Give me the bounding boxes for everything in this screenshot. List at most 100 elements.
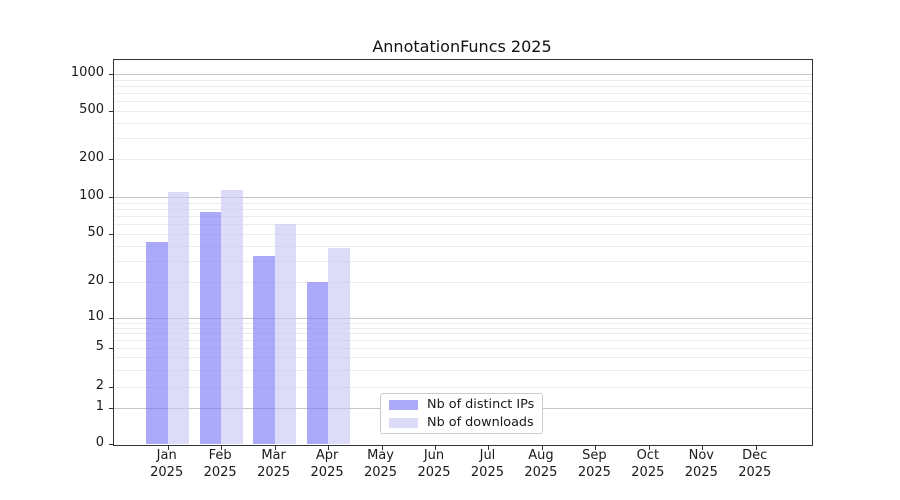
x-tick-label-line: Jun xyxy=(423,448,445,463)
y-tick-mark xyxy=(109,408,113,409)
x-tick-label: Nov 2025 xyxy=(669,448,733,481)
gridline-minor xyxy=(114,387,812,388)
y-tick-label: 2 xyxy=(95,378,104,393)
y-tick-label: 10 xyxy=(87,309,104,324)
gridline-minor xyxy=(114,340,812,342)
gridline-major xyxy=(114,197,812,198)
x-tick-label-line: Jan xyxy=(156,448,177,463)
x-tick-label: Jul 2025 xyxy=(455,448,519,481)
gridline-minor xyxy=(114,122,812,124)
x-tick-label-line: 2025 xyxy=(310,464,344,480)
x-tick-mark xyxy=(755,446,757,450)
x-tick-label-line: 2025 xyxy=(203,464,237,480)
gridline-minor xyxy=(114,260,812,262)
y-tick-mark xyxy=(109,444,113,445)
x-tick-label-line: May xyxy=(367,448,394,463)
gridline-minor xyxy=(114,234,812,235)
gridline-minor xyxy=(114,216,812,218)
y-tick-label: 100 xyxy=(79,188,104,203)
x-tick-label-line: Jul xyxy=(479,448,496,463)
gridline-minor xyxy=(114,348,812,349)
x-tick-label-line: Oct xyxy=(636,448,660,463)
bar-downloads-feb-2025 xyxy=(221,190,243,444)
x-tick-mark xyxy=(381,446,383,450)
gridline-minor xyxy=(114,357,812,359)
x-tick-mark xyxy=(702,446,704,450)
x-tick-label-line: 2025 xyxy=(738,464,772,480)
gridline-minor xyxy=(114,202,812,204)
gridline-major xyxy=(114,318,812,319)
x-tick-label: Dec 2025 xyxy=(723,448,787,481)
legend-swatch xyxy=(389,399,418,410)
bar-distinct-ips-mar-2025 xyxy=(253,255,275,444)
gridline-minor xyxy=(114,93,812,95)
y-tick-label: 1000 xyxy=(70,65,104,80)
x-tick-mark xyxy=(221,446,223,450)
gridline-minor xyxy=(114,282,812,283)
x-tick-label-line: 2025 xyxy=(577,464,611,480)
gridline-major xyxy=(114,74,812,75)
bar-downloads-apr-2025 xyxy=(328,248,350,444)
x-tick-label-line: 2025 xyxy=(524,464,558,480)
gridline-minor xyxy=(114,159,812,160)
x-tick-label-line: Sep xyxy=(582,448,607,463)
y-tick-mark xyxy=(109,318,113,319)
x-tick-label: Aug 2025 xyxy=(509,448,573,481)
x-tick-mark xyxy=(488,446,490,450)
legend-swatch xyxy=(389,417,418,428)
gridline-minor xyxy=(114,245,812,247)
y-tick-mark xyxy=(109,387,113,388)
x-tick-mark xyxy=(328,446,330,450)
gridline-minor xyxy=(114,333,812,335)
bar-distinct-ips-feb-2025 xyxy=(199,212,222,444)
x-tick-mark xyxy=(648,446,650,450)
bar-downloads-jan-2025 xyxy=(167,192,190,444)
y-tick-mark xyxy=(109,348,113,349)
x-tick-label: Apr 2025 xyxy=(295,448,359,481)
y-tick-label: 0 xyxy=(95,435,104,450)
x-tick-label-line: Mar xyxy=(261,448,286,463)
x-tick-label-line: 2025 xyxy=(257,464,291,480)
gridline-minor xyxy=(114,111,812,112)
y-tick-label: 5 xyxy=(95,339,104,354)
gridline-minor xyxy=(114,208,812,210)
y-tick-mark xyxy=(109,282,113,283)
x-tick-label: Feb 2025 xyxy=(188,448,252,481)
y-tick-label: 20 xyxy=(87,273,104,288)
legend: Nb of distinct IPs Nb of downloads xyxy=(380,393,543,434)
y-tick-label: 1 xyxy=(95,399,104,414)
x-tick-label: Jun 2025 xyxy=(402,448,466,481)
y-tick-label: 500 xyxy=(79,102,104,117)
y-tick-mark xyxy=(109,197,113,198)
x-tick-mark xyxy=(435,446,436,450)
gridline-minor xyxy=(114,369,812,371)
x-tick-mark xyxy=(167,446,169,450)
gridline-minor xyxy=(114,85,812,87)
x-tick-label: Jan 2025 xyxy=(135,448,199,481)
legend-entry: Nb of distinct IPs xyxy=(389,397,542,412)
x-tick-mark xyxy=(274,446,276,450)
y-tick-mark xyxy=(109,234,113,235)
x-tick-label-line: 2025 xyxy=(684,464,718,480)
x-tick-label: Mar 2025 xyxy=(242,448,306,481)
x-tick-label-line: 2025 xyxy=(363,464,398,480)
gridline-minor xyxy=(114,322,812,324)
y-tick-mark xyxy=(109,159,113,160)
legend-label: Nb of distinct IPs xyxy=(427,397,535,412)
x-tick-label-line: Dec xyxy=(742,448,768,463)
x-tick-mark xyxy=(541,446,543,450)
x-tick-label-line: 2025 xyxy=(631,464,665,480)
x-tick-label-line: 2025 xyxy=(417,464,451,480)
y-tick-mark xyxy=(109,74,113,75)
x-tick-label-line: Aug xyxy=(528,448,554,463)
x-tick-label: Oct 2025 xyxy=(616,448,680,481)
x-tick-label-line: Feb xyxy=(208,448,232,463)
x-tick-label-line: 2025 xyxy=(150,464,184,480)
x-tick-mark xyxy=(595,446,597,450)
plot-area xyxy=(109,59,813,450)
y-tick-mark xyxy=(109,111,113,112)
x-tick-label: May 2025 xyxy=(349,448,413,481)
gridline-minor xyxy=(114,327,812,329)
legend-label: Nb of downloads xyxy=(427,415,534,430)
